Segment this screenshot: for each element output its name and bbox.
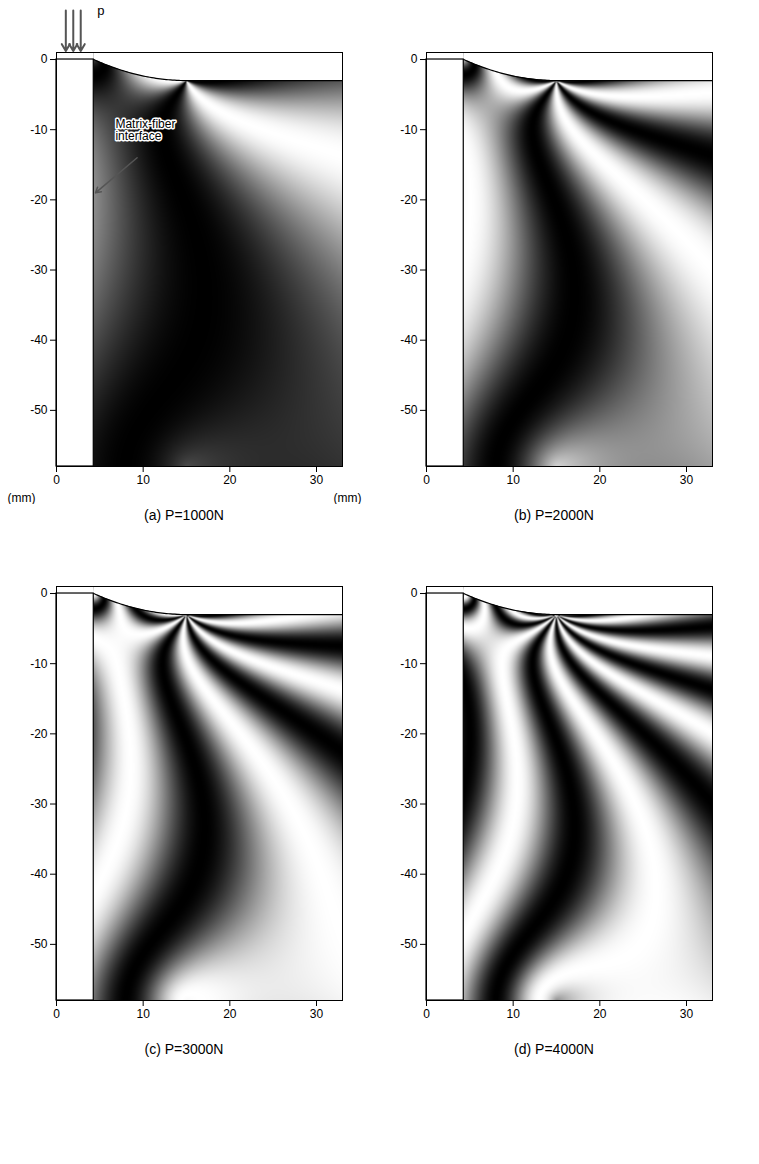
svg-text:-50: -50 bbox=[400, 937, 418, 951]
svg-text:0: 0 bbox=[41, 52, 48, 66]
svg-text:-30: -30 bbox=[400, 263, 418, 277]
svg-text:30: 30 bbox=[310, 473, 324, 487]
svg-text:-30: -30 bbox=[400, 797, 418, 811]
svg-text:0: 0 bbox=[411, 52, 418, 66]
svg-text:-40: -40 bbox=[30, 333, 48, 347]
svg-text:20: 20 bbox=[223, 473, 237, 487]
svg-text:0: 0 bbox=[53, 1007, 60, 1021]
svg-text:-20: -20 bbox=[30, 193, 48, 207]
svg-text:10: 10 bbox=[506, 473, 520, 487]
svg-text:0: 0 bbox=[423, 473, 430, 487]
svg-text:-20: -20 bbox=[400, 193, 418, 207]
svg-text:-10: -10 bbox=[30, 657, 48, 671]
svg-text:0: 0 bbox=[53, 473, 60, 487]
svg-text:(mm): (mm) bbox=[8, 491, 36, 505]
svg-text:-10: -10 bbox=[400, 657, 418, 671]
svg-text:-40: -40 bbox=[400, 867, 418, 881]
svg-text:-20: -20 bbox=[400, 727, 418, 741]
svg-text:-30: -30 bbox=[30, 797, 48, 811]
svg-text:-30: -30 bbox=[30, 263, 48, 277]
html-text:(a) P=1000N: (a) P=1000N bbox=[144, 507, 224, 523]
html-text:(c) P=3000N: (c) P=3000N bbox=[144, 1041, 224, 1057]
svg-text:20: 20 bbox=[593, 473, 607, 487]
svg-text:10: 10 bbox=[506, 1007, 520, 1021]
svg-text:30: 30 bbox=[680, 473, 694, 487]
svg-text:-40: -40 bbox=[400, 333, 418, 347]
svg-text:10: 10 bbox=[136, 473, 150, 487]
svg-text:30: 30 bbox=[680, 1007, 694, 1021]
svg-text:10: 10 bbox=[136, 1007, 150, 1021]
svg-text:-40: -40 bbox=[30, 867, 48, 881]
svg-text:30: 30 bbox=[310, 1007, 324, 1021]
html-text:(d) P=4000N: (d) P=4000N bbox=[514, 1041, 594, 1057]
svg-text:-50: -50 bbox=[30, 937, 48, 951]
svg-text:0: 0 bbox=[411, 586, 418, 600]
svg-text:-20: -20 bbox=[30, 727, 48, 741]
svg-text:-50: -50 bbox=[400, 403, 418, 417]
svg-text:20: 20 bbox=[593, 1007, 607, 1021]
svg-text:p: p bbox=[97, 4, 104, 18]
svg-text:(mm): (mm) bbox=[334, 491, 362, 505]
html-text:(b) P=2000N: (b) P=2000N bbox=[514, 507, 594, 523]
svg-text:-10: -10 bbox=[400, 123, 418, 137]
svg-text:0: 0 bbox=[423, 1007, 430, 1021]
svg-text:20: 20 bbox=[223, 1007, 237, 1021]
svg-text:-50: -50 bbox=[30, 403, 48, 417]
svg-text:-10: -10 bbox=[30, 123, 48, 137]
svg-text:0: 0 bbox=[41, 586, 48, 600]
svg-text:Matrix-fiberinterface: Matrix-fiberinterface bbox=[115, 117, 175, 143]
